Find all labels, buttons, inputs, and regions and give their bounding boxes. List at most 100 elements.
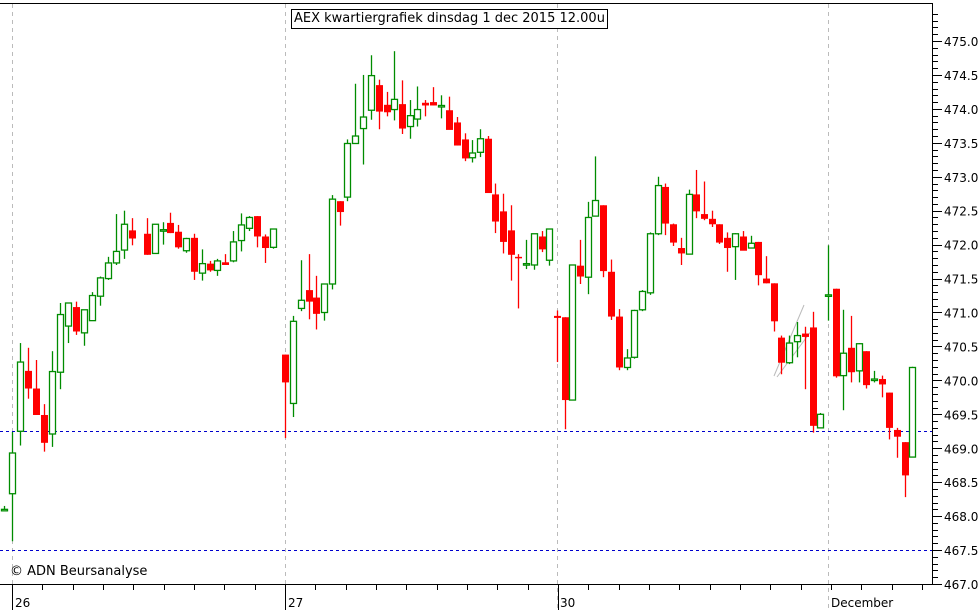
candle [816, 412, 825, 429]
candle [562, 317, 569, 430]
candle [492, 183, 499, 234]
candle [740, 231, 747, 251]
candle [175, 224, 182, 249]
candle [785, 335, 794, 365]
candle [654, 176, 663, 236]
candle [282, 354, 289, 439]
candle [376, 79, 383, 130]
candle [662, 183, 669, 236]
y-tick-label: 467.0 [944, 578, 978, 592]
x-tick-label: 27 [288, 596, 303, 610]
candle [476, 129, 485, 158]
candle [229, 231, 238, 263]
candle [64, 302, 73, 344]
candle [855, 343, 864, 383]
candle [848, 315, 855, 383]
candle [824, 245, 833, 321]
candle [198, 249, 207, 281]
candle [167, 212, 174, 234]
candle [709, 210, 716, 227]
y-tick-label: 475.0 [944, 35, 978, 49]
candle [554, 310, 561, 363]
candle [390, 51, 399, 121]
candle [422, 100, 429, 117]
candle [88, 292, 97, 322]
candle [630, 309, 639, 359]
candle [399, 80, 406, 134]
candle [182, 237, 191, 253]
candle [693, 169, 700, 219]
candle [731, 233, 740, 280]
y-tick-label: 473.0 [944, 171, 978, 185]
candle [367, 55, 376, 120]
chart-title: AEX kwartiergrafiek dinsdag 1 dec 2015 1… [291, 9, 608, 29]
candle [616, 309, 623, 371]
candle [793, 322, 802, 358]
candle [802, 326, 809, 390]
candle [359, 74, 368, 165]
candle [269, 228, 278, 249]
candle [104, 256, 113, 280]
x-tick-label: 30 [560, 596, 575, 610]
candle [0, 505, 9, 512]
candles [0, 51, 917, 542]
candle [222, 254, 229, 265]
candle [591, 156, 600, 217]
candle [8, 431, 17, 542]
candle [254, 216, 261, 248]
y-tick-label: 470.0 [944, 374, 978, 388]
candle [245, 216, 254, 232]
candle [724, 232, 731, 272]
candle [351, 83, 360, 145]
candle [530, 233, 539, 270]
candle [207, 260, 214, 272]
candle [73, 301, 80, 335]
x-tick-label: 26 [15, 596, 30, 610]
candle [159, 222, 168, 245]
candle [112, 214, 121, 265]
candle [870, 370, 879, 383]
candle [56, 302, 65, 390]
candle [678, 237, 685, 265]
x-tick-label: December [831, 596, 893, 610]
candle [462, 133, 469, 162]
candle [545, 228, 554, 266]
y-tick-label: 467.5 [944, 544, 978, 558]
candle [33, 360, 40, 415]
candle [144, 218, 151, 255]
y-tick-label: 468.0 [944, 510, 978, 524]
candle [41, 404, 48, 452]
candle [313, 275, 320, 330]
day-separator-lines [12, 4, 829, 610]
candle [120, 210, 129, 259]
candle [623, 349, 632, 371]
candle [328, 195, 337, 290]
candle [670, 223, 677, 246]
candle [454, 117, 461, 146]
copyright-label: © ADN Beursanalyse [10, 564, 148, 579]
candle [539, 231, 546, 253]
reference-lines [0, 431, 932, 551]
candle [902, 442, 909, 498]
candle [16, 343, 25, 446]
candle [763, 256, 770, 284]
y-tick-label: 474.0 [944, 103, 978, 117]
candle [522, 239, 531, 270]
candle [755, 241, 762, 286]
candle [863, 351, 870, 389]
candle [810, 311, 817, 433]
y-tick-label: 470.5 [944, 340, 978, 354]
y-tick-label: 472.0 [944, 239, 978, 253]
candle [446, 96, 453, 130]
candle [771, 283, 778, 332]
candle [833, 288, 840, 378]
candle [413, 86, 422, 127]
y-tick-label: 469.5 [944, 408, 978, 422]
candle [515, 254, 522, 309]
candle [430, 87, 437, 106]
candle [80, 309, 89, 346]
candle [584, 201, 593, 295]
candle [894, 427, 901, 458]
